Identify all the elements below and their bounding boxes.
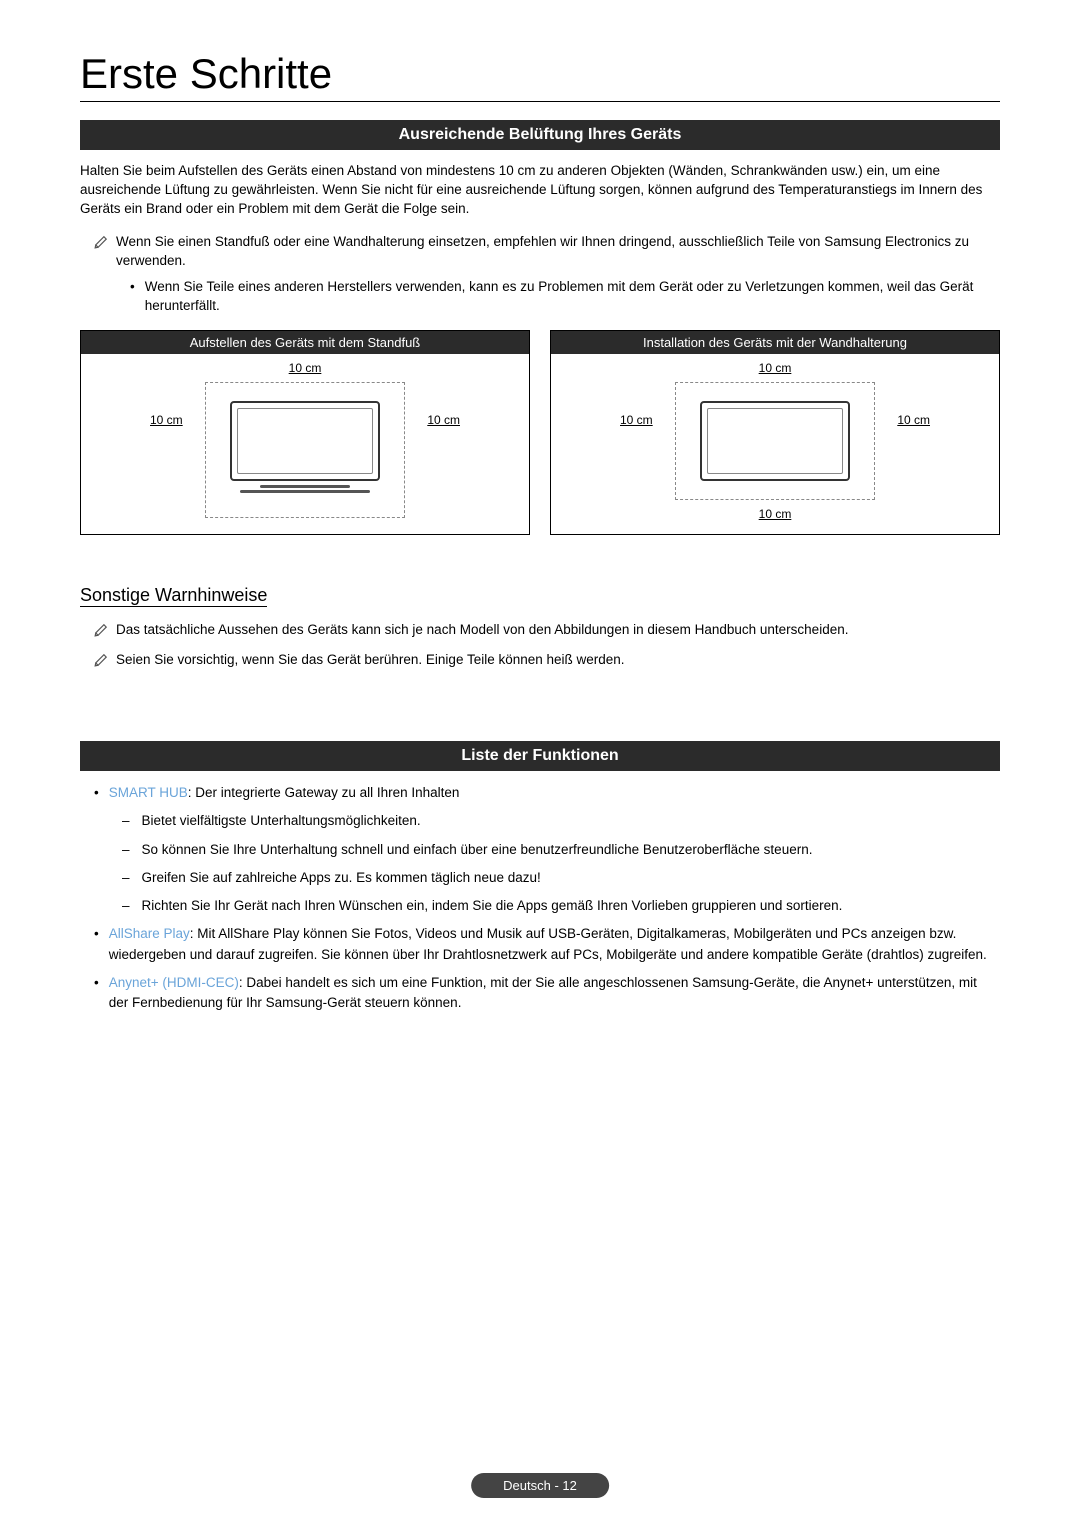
dim-right: 10 cm: [897, 413, 930, 427]
bullet-marker: •: [94, 924, 99, 944]
feature-sub: –Richten Sie Ihr Gerät nach Ihren Wünsch…: [122, 896, 1000, 916]
feature-item: • AllShare Play: Mit AllShare Play könne…: [80, 924, 1000, 965]
diagram-stand: Aufstellen des Geräts mit dem Standfuß 1…: [80, 330, 530, 535]
feature-sub-text: Greifen Sie auf zahlreiche Apps zu. Es k…: [142, 868, 541, 888]
note-icon: [94, 623, 108, 643]
feature-sub-text: Bietet vielfältigste Unterhaltungsmöglic…: [142, 811, 421, 831]
note-text: Seien Sie vorsichtig, wenn Sie das Gerät…: [116, 651, 625, 670]
dim-bottom: 10 cm: [759, 507, 792, 521]
feature-name: AllShare Play: [109, 926, 190, 941]
feature-name: SMART HUB: [109, 785, 188, 800]
dim-top: 10 cm: [289, 361, 322, 375]
feature-text: Anynet+ (HDMI-CEC): Dabei handelt es sic…: [109, 973, 1000, 1014]
diagram-wall-title: Installation des Geräts mit der Wandhalt…: [551, 331, 999, 354]
dim-left: 10 cm: [620, 413, 653, 427]
feature-list: • SMART HUB: Der integrierte Gateway zu …: [80, 783, 1000, 1013]
dash-marker: –: [122, 868, 130, 888]
feature-sub: –Greifen Sie auf zahlreiche Apps zu. Es …: [122, 868, 1000, 888]
note-text: Wenn Sie einen Standfuß oder eine Wandha…: [116, 233, 1000, 271]
feature-name: Anynet+ (HDMI-CEC): [109, 975, 239, 990]
note-icon: [94, 653, 108, 673]
note-item: Wenn Sie einen Standfuß oder eine Wandha…: [80, 233, 1000, 271]
subsection-heading: Sonstige Warnhinweise: [80, 585, 267, 607]
footer-page-indicator: Deutsch - 12: [471, 1473, 609, 1498]
dash-marker: –: [122, 811, 130, 831]
clearance-box-wall: 10 cm 10 cm 10 cm 10 cm: [675, 382, 875, 500]
feature-item: • Anynet+ (HDMI-CEC): Dabei handelt es s…: [80, 973, 1000, 1014]
note-text: Das tatsächliche Aussehen des Geräts kan…: [116, 621, 848, 640]
feature-sub: –So können Sie Ihre Unterhaltung schnell…: [122, 840, 1000, 860]
feature-sub-text: Richten Sie Ihr Gerät nach Ihren Wünsche…: [142, 896, 843, 916]
bullet-marker: •: [94, 973, 99, 993]
note-icon: [94, 235, 108, 255]
diagram-stand-title: Aufstellen des Geräts mit dem Standfuß: [81, 331, 529, 354]
bullet-marker: •: [130, 278, 135, 297]
bullet-marker: •: [94, 783, 99, 803]
intro-paragraph: Halten Sie beim Aufstellen des Geräts ei…: [80, 162, 1000, 219]
feature-text: SMART HUB: Der integrierte Gateway zu al…: [109, 783, 460, 803]
diagrams-row: Aufstellen des Geräts mit dem Standfuß 1…: [80, 330, 1000, 535]
tv-rect: [700, 401, 850, 481]
dim-right: 10 cm: [427, 413, 460, 427]
feature-text: AllShare Play: Mit AllShare Play können …: [109, 924, 1000, 965]
section-header-ventilation: Ausreichende Belüftung Ihres Geräts: [80, 120, 1000, 150]
diagram-wall: Installation des Geräts mit der Wandhalt…: [550, 330, 1000, 535]
feature-item: • SMART HUB: Der integrierte Gateway zu …: [80, 783, 1000, 803]
sub-bullet: • Wenn Sie Teile eines anderen Herstelle…: [130, 278, 1000, 316]
dash-marker: –: [122, 840, 130, 860]
diagram-wall-body: 10 cm 10 cm 10 cm 10 cm: [551, 354, 999, 524]
subsection-heading-wrap: Sonstige Warnhinweise: [80, 585, 1000, 621]
feature-sub: –Bietet vielfältigste Unterhaltungsmögli…: [122, 811, 1000, 831]
clearance-box: 10 cm 10 cm 10 cm: [205, 382, 405, 518]
feature-sub-text: So können Sie Ihre Unterhaltung schnell …: [142, 840, 813, 860]
note-item: Das tatsächliche Aussehen des Geräts kan…: [80, 621, 1000, 643]
dim-top: 10 cm: [759, 361, 792, 375]
tv-stand: [260, 485, 350, 488]
page-title: Erste Schritte: [80, 50, 1000, 102]
tv-stand-base: [240, 490, 370, 493]
dash-marker: –: [122, 896, 130, 916]
diagram-stand-body: 10 cm 10 cm 10 cm: [81, 354, 529, 524]
section-header-features: Liste der Funktionen: [80, 741, 1000, 771]
dim-left: 10 cm: [150, 413, 183, 427]
note-item: Seien Sie vorsichtig, wenn Sie das Gerät…: [80, 651, 1000, 673]
sub-bullet-text: Wenn Sie Teile eines anderen Herstellers…: [145, 278, 1000, 316]
tv-rect: [230, 401, 380, 481]
